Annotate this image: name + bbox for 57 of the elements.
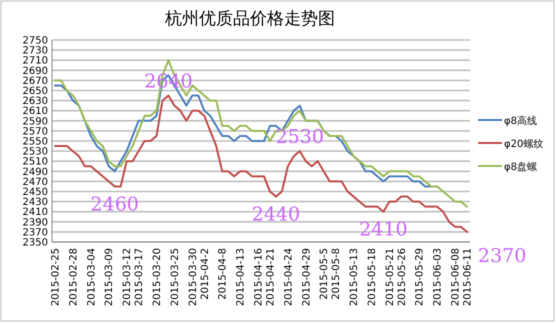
x-tick-label: 2015-06-11: [462, 248, 474, 306]
x-tick-label: 2015-03-20: [152, 248, 164, 306]
annotation: 2530: [276, 126, 324, 148]
y-tick-label: 2570: [22, 126, 48, 138]
x-tick-label: 2015-03-30: [188, 248, 199, 306]
line-series: [54, 74, 432, 188]
y-tick-label: 2390: [22, 217, 48, 228]
x-tick-label: 2015-05-5: [319, 248, 330, 300]
x-tick-label: 2015-04-29: [301, 248, 312, 306]
y-tick-label: 2670: [22, 76, 48, 87]
x-tick-label: 2015-04-21: [265, 248, 276, 306]
legend-label: φ8高线: [504, 115, 537, 127]
x-tick-label: 2015-04-24: [283, 248, 294, 306]
y-tick-label: 2730: [22, 46, 48, 57]
y-tick-label: 2650: [22, 86, 48, 97]
y-tick-label: 2630: [22, 96, 48, 108]
y-tick-label: 2590: [22, 116, 48, 128]
x-tick-label: 2015-04-2: [200, 248, 211, 300]
legend-label: φ20螺纹: [504, 138, 544, 150]
y-tick-label: 2430: [22, 197, 48, 208]
y-tick-label: 2750: [22, 36, 48, 46]
y-tick-label: 2530: [22, 146, 48, 158]
chart-title: 杭州优质品价格走势图: [164, 9, 335, 29]
y-tick-label: 2470: [22, 176, 48, 188]
x-tick-label: 2015-05-21: [384, 248, 396, 306]
annotation: 2410: [359, 218, 408, 241]
text: 2370: [478, 245, 526, 267]
y-tick-label: 2690: [22, 66, 48, 77]
x-tick-label: 2015-05-18: [366, 248, 378, 306]
legend-label: φ8盘螺: [504, 161, 537, 173]
x-tick-label: 2015-02-25: [50, 248, 62, 306]
y-tick-label: 2710: [22, 56, 48, 67]
y-tick-label: 2510: [22, 156, 48, 168]
x-tick-label: 2015-06-03: [432, 248, 444, 306]
x-tick-label: 2015-03-25: [170, 248, 181, 306]
x-tick-label: 2015-04-16: [254, 248, 265, 306]
x-tick-label: 2015-03-17: [134, 248, 146, 306]
x-tick-label: 2015-05-29: [414, 248, 426, 306]
annotation: 2460: [90, 193, 139, 216]
x-tick-label: 2015-06-08: [450, 248, 462, 306]
x-tick-label: 2015-04-13: [236, 248, 247, 306]
x-tick-label: 2015-03-09: [104, 248, 116, 306]
x-tick-label: 2015-03-04: [86, 248, 98, 306]
y-tick-label: 2370: [22, 227, 48, 238]
y-tick-label: 2550: [22, 136, 48, 148]
y-tick-label: 2490: [22, 166, 48, 178]
annotation: 2440: [252, 204, 300, 226]
x-tick-label: 2015-05-26: [396, 248, 408, 306]
x-tick-label: 2015-05-8: [331, 248, 342, 300]
y-tick-label: 2450: [22, 187, 48, 198]
x-tick-label: 2015-03-12: [122, 248, 134, 306]
x-tick-label: 2015-04-8: [218, 248, 229, 300]
y-tick-label: 2350: [22, 238, 48, 248]
y-tick-label: 2410: [22, 207, 48, 218]
x-tick-label: 2015-02-28: [68, 248, 80, 306]
y-tick-label: 2610: [22, 106, 48, 118]
x-tick-label: 2015-05-13: [349, 248, 360, 306]
